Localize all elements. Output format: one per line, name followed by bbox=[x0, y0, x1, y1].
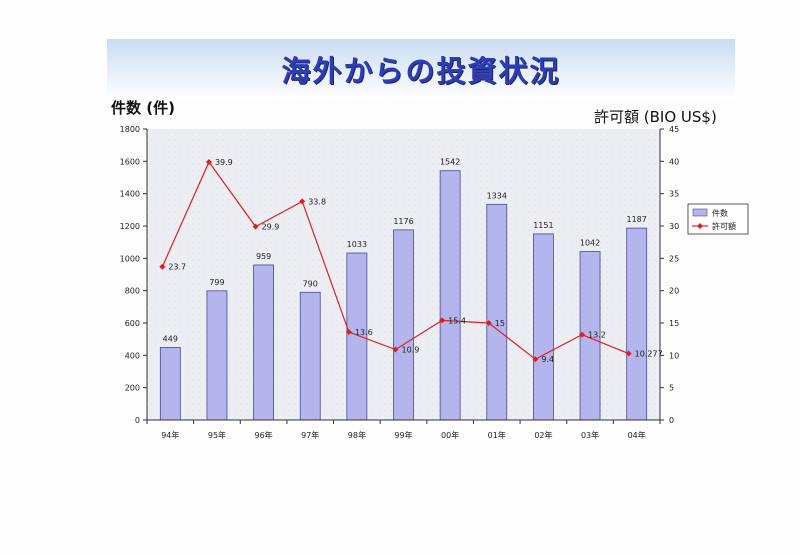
bar-value-label: 1042 bbox=[580, 239, 600, 248]
left-axis-title: 件数 (件) bbox=[111, 99, 175, 117]
legend-bar-label: 件数 bbox=[712, 208, 728, 218]
left-tick-label: 1800 bbox=[120, 125, 140, 134]
bar-value-label: 959 bbox=[256, 252, 271, 261]
page-title: 海外からの投資状況 bbox=[281, 54, 561, 88]
x-tick-label: 02年 bbox=[534, 430, 552, 440]
left-tick-label: 0 bbox=[135, 416, 140, 425]
bar bbox=[439, 170, 461, 421]
bar bbox=[393, 229, 414, 421]
left-tick-label: 1200 bbox=[120, 222, 140, 231]
right-tick-label: 35 bbox=[669, 190, 679, 199]
amount-point bbox=[579, 331, 586, 338]
left-tick-label: 400 bbox=[125, 351, 140, 360]
x-tick-label: 03年 bbox=[581, 430, 599, 440]
x-tick-label: 94年 bbox=[161, 430, 179, 440]
amount-value-label: 13.2 bbox=[588, 331, 606, 340]
amount-value-label: 15.4 bbox=[448, 316, 466, 325]
title-banner bbox=[107, 39, 735, 99]
bar bbox=[206, 290, 228, 421]
right-tick-label: 5 bbox=[669, 384, 674, 393]
right-tick-label: 30 bbox=[669, 222, 679, 231]
bar-value-label: 1151 bbox=[533, 221, 553, 230]
right-tick-label: 0 bbox=[669, 416, 674, 425]
x-tick-label: 00年 bbox=[441, 430, 459, 440]
amount-value-label: 23.7 bbox=[168, 263, 186, 272]
amount-point bbox=[299, 198, 306, 205]
left-tick-label: 200 bbox=[125, 384, 140, 393]
bar bbox=[486, 203, 508, 421]
left-tick-label: 800 bbox=[125, 287, 140, 296]
amount-point bbox=[345, 329, 352, 336]
bar bbox=[533, 233, 554, 421]
bar bbox=[299, 291, 321, 421]
bar-value-label: 1176 bbox=[393, 217, 413, 226]
amount-value-label: 10.277 bbox=[635, 350, 663, 359]
bar-value-label: 1187 bbox=[627, 215, 647, 224]
bar-value-label: 1033 bbox=[347, 240, 367, 249]
bar bbox=[159, 347, 181, 421]
amount-point bbox=[252, 223, 259, 230]
right-tick-label: 45 bbox=[669, 125, 679, 134]
x-tick-label: 95年 bbox=[208, 430, 226, 440]
x-tick-label: 97年 bbox=[301, 430, 319, 440]
left-tick-label: 1000 bbox=[120, 254, 140, 263]
x-tick-label: 01年 bbox=[488, 430, 506, 440]
amount-point bbox=[392, 346, 399, 353]
legend-line-marker bbox=[697, 223, 703, 229]
amount-value-label: 13.6 bbox=[355, 328, 373, 337]
bar bbox=[253, 264, 274, 421]
amount-value-label: 10.9 bbox=[402, 346, 420, 355]
x-tick-label: 04年 bbox=[628, 430, 646, 440]
left-tick-label: 1600 bbox=[120, 157, 140, 166]
amount-value-label: 39.9 bbox=[215, 158, 233, 167]
x-tick-label: 96年 bbox=[254, 430, 272, 440]
amount-value-label: 15 bbox=[495, 319, 505, 328]
bar-value-label: 1542 bbox=[440, 158, 460, 167]
bar bbox=[626, 227, 648, 421]
right-tick-label: 40 bbox=[669, 157, 679, 166]
left-tick-label: 600 bbox=[125, 319, 140, 328]
right-tick-label: 15 bbox=[669, 319, 679, 328]
right-tick-label: 25 bbox=[669, 254, 679, 263]
bar-value-label: 1334 bbox=[487, 191, 507, 200]
amount-point bbox=[205, 158, 212, 165]
right-tick-label: 20 bbox=[669, 287, 679, 296]
amount-value-label: 29.9 bbox=[262, 223, 280, 232]
amount-value-label: 33.8 bbox=[308, 197, 326, 206]
x-tick-label: 99年 bbox=[394, 430, 412, 440]
right-tick-label: 10 bbox=[669, 351, 679, 360]
x-tick-label: 98年 bbox=[348, 430, 366, 440]
amount-point bbox=[532, 356, 539, 363]
right-axis-title: 許可額 (BIO US$) bbox=[594, 108, 717, 126]
amount-value-label: 9.4 bbox=[541, 355, 554, 364]
amount-point bbox=[439, 317, 446, 324]
amount-point bbox=[485, 320, 492, 326]
amount-point bbox=[625, 350, 632, 357]
bar-value-label: 449 bbox=[163, 334, 178, 343]
legend-bar-swatch bbox=[692, 208, 708, 217]
bar-value-label: 790 bbox=[303, 279, 318, 288]
amount-point bbox=[159, 263, 166, 270]
bar-value-label: 799 bbox=[209, 278, 224, 287]
left-tick-label: 1400 bbox=[120, 190, 140, 199]
legend-line-label: 許可額 bbox=[712, 221, 736, 231]
